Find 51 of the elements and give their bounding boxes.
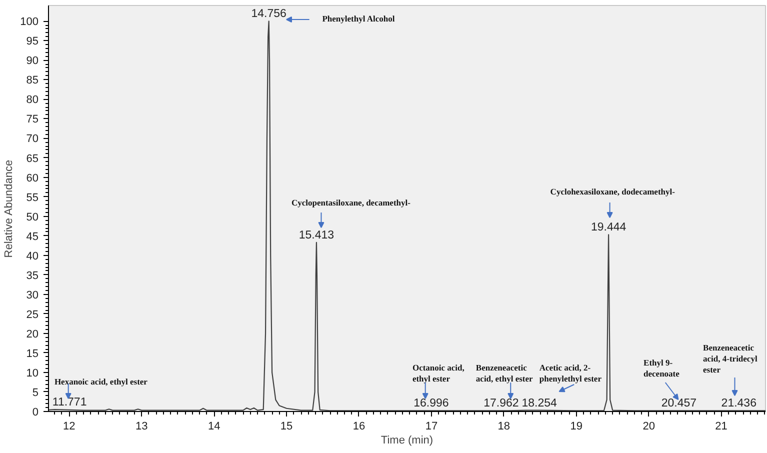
x-tick-label: 18 xyxy=(498,420,510,432)
y-tick-label: 0 xyxy=(32,406,39,418)
y-tick-label: 20 xyxy=(26,328,39,340)
x-tick-label: 17 xyxy=(425,420,438,432)
annotation: Phenylethyl Alcohol xyxy=(322,14,396,24)
y-tick-label: 25 xyxy=(26,308,39,321)
annotation: Octanoic acid, ethyl ester xyxy=(412,362,464,384)
y-tick-label: 55 xyxy=(26,192,39,204)
annotation: 15.413 xyxy=(298,229,334,242)
annotation: Hexanoic acid, ethyl ester xyxy=(54,376,148,386)
y-tick-label: 90 xyxy=(26,55,39,68)
annotation: 18.254 xyxy=(522,397,558,410)
y-tick-label: 100 xyxy=(20,16,39,28)
x-tick-label: 16 xyxy=(352,420,366,432)
y-tick-label: 35 xyxy=(26,270,39,282)
annotation: Benzeneacetic acid, ethyl ester xyxy=(476,362,534,384)
annotation: Acetic acid, 2- phenylethyl ester xyxy=(539,362,602,384)
x-tick-label: 15 xyxy=(280,420,293,432)
annotation: 16.996 xyxy=(414,398,449,410)
annotation: 19.444 xyxy=(590,222,627,234)
y-tick-label: 45 xyxy=(26,230,39,243)
y-tick-label: 40 xyxy=(26,250,39,262)
y-tick-label: 5 xyxy=(32,386,39,399)
y-tick-label: 10 xyxy=(26,367,39,380)
y-tick-label: 75 xyxy=(26,114,39,126)
y-axis-title: Relative Abundance xyxy=(3,160,16,258)
x-tick-label: 21 xyxy=(715,420,728,432)
annotation: 14.756 xyxy=(251,8,286,20)
annotation: 17.962 xyxy=(484,398,519,410)
y-tick-label: 15 xyxy=(26,348,39,360)
annotation: Cyclopentasiloxane, decamethyl- xyxy=(291,198,411,208)
annotation: 20.457 xyxy=(661,398,697,410)
x-tick-label: 19 xyxy=(570,420,583,432)
annotation: Benzeneacetic acid, 4-tridecyl ester xyxy=(703,342,758,374)
y-tick-label: 70 xyxy=(26,133,39,146)
y-tick-label: 80 xyxy=(26,94,39,106)
y-tick-label: 30 xyxy=(26,289,39,302)
x-axis-title: Time (min) xyxy=(380,434,434,446)
y-tick-label: 65 xyxy=(26,152,39,165)
x-tick-label: 12 xyxy=(63,420,76,432)
x-tick-label: 13 xyxy=(135,420,148,432)
annotation: Ethyl 9- decenoate xyxy=(644,358,680,378)
y-tick-label: 60 xyxy=(26,172,39,184)
x-tick-label: 14 xyxy=(208,420,220,432)
annotation: Cyclohexasiloxane, dodecamethyl- xyxy=(550,186,676,196)
y-tick-label: 85 xyxy=(26,74,39,87)
annotation: 21.436 xyxy=(721,398,756,410)
annotation: 11.771 xyxy=(52,396,87,409)
y-tick-label: 50 xyxy=(26,211,39,224)
x-tick-label: 20 xyxy=(642,420,655,432)
y-tick-label: 95 xyxy=(26,36,39,48)
